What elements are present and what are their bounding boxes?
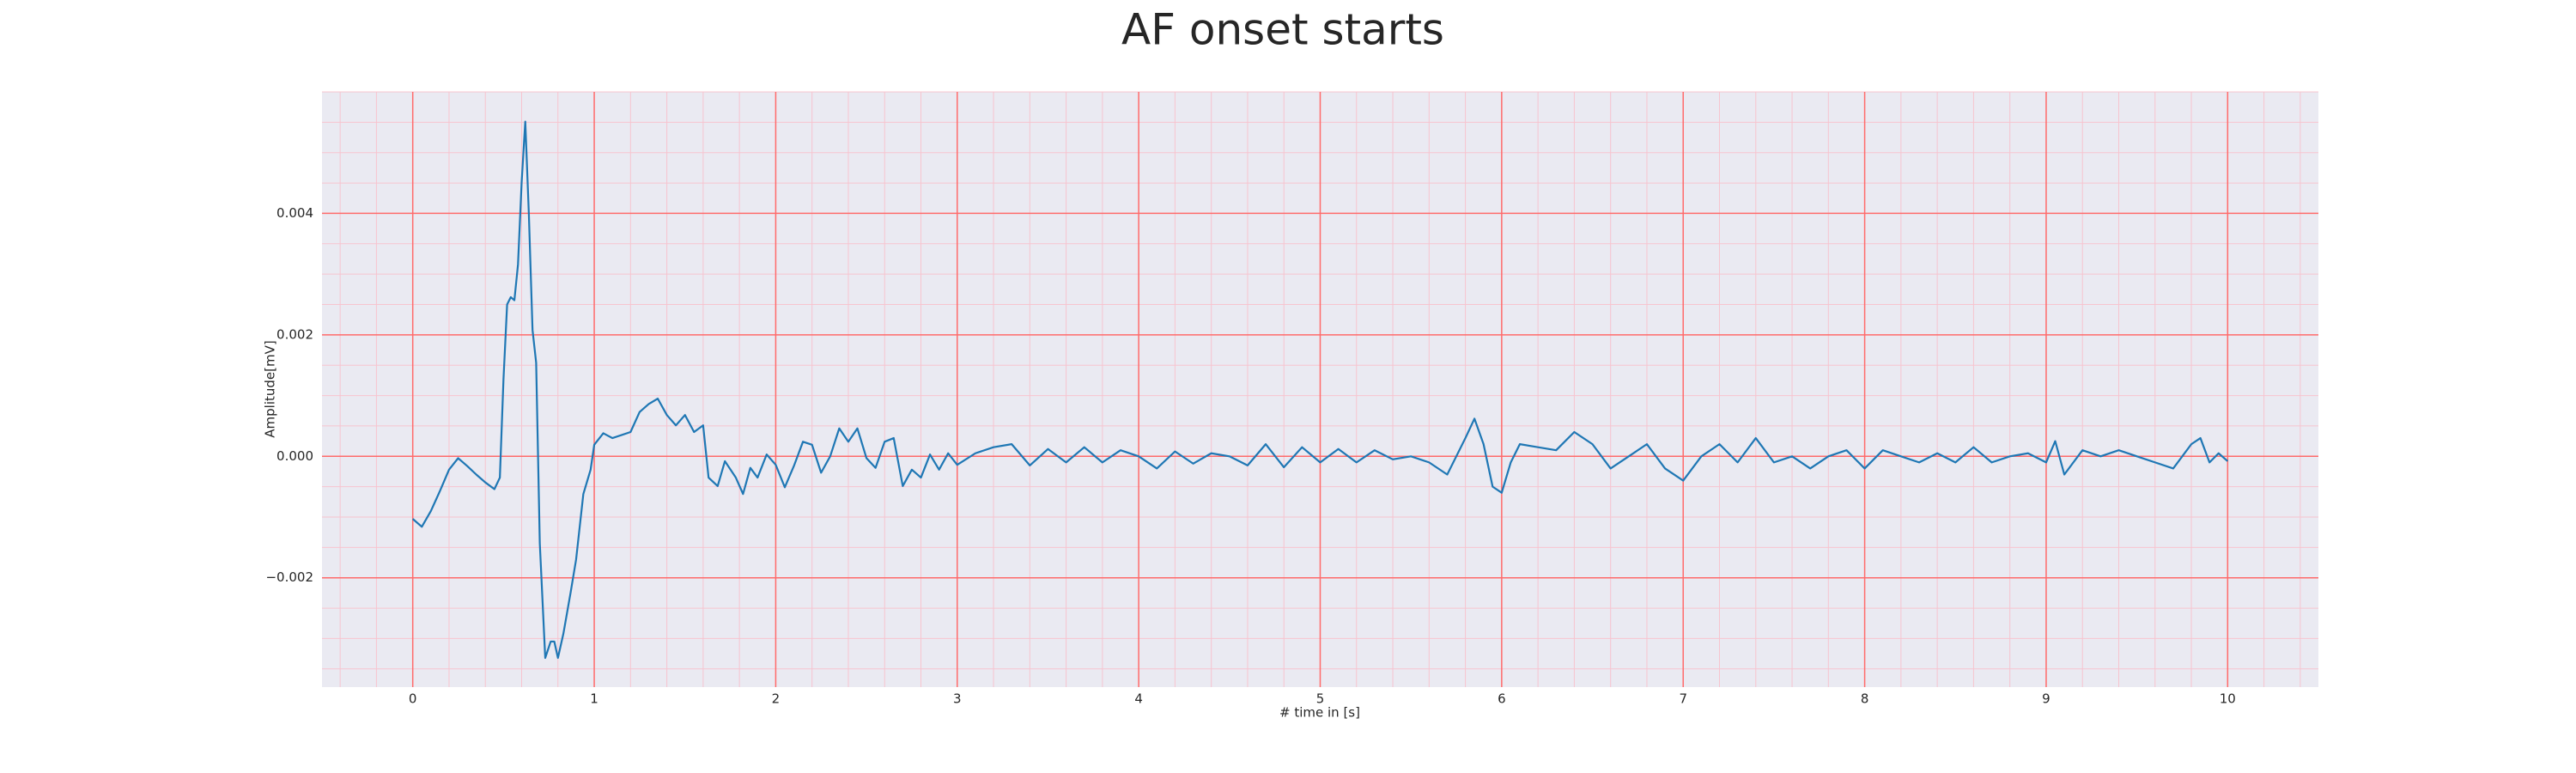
x-tick-label: 0 <box>409 691 417 707</box>
y-tick-label: 0.002 <box>276 326 313 342</box>
chart-title: AF onset starts <box>1121 5 1444 55</box>
y-tick-label: 0.000 <box>276 448 313 464</box>
y-tick-label: 0.004 <box>276 205 313 221</box>
x-tick-label: 5 <box>1316 691 1325 707</box>
data-lines <box>411 120 2229 660</box>
x-tick-label: 10 <box>2220 691 2236 707</box>
x-tick-label: 6 <box>1498 691 1506 707</box>
signal-line <box>411 120 2229 660</box>
x-tick-label: 4 <box>1134 691 1143 707</box>
x-axis-label: # time in [s] <box>1279 705 1360 721</box>
x-tick-label: 1 <box>590 691 598 707</box>
y-axis-label: Amplitude[mV] <box>263 340 278 437</box>
x-tick-label: 7 <box>1679 691 1687 707</box>
x-tick-label: 9 <box>2042 691 2050 707</box>
x-tick-label: 2 <box>772 691 781 707</box>
x-tick-label: 3 <box>953 691 962 707</box>
y-tick-label: −0.002 <box>265 569 313 585</box>
x-tick-label: 8 <box>1861 691 1869 707</box>
tick-labels: 0 1 2 3 4 5 6 7 8 9 10 −0.002 0.000 0.002 0.004 <box>265 205 2235 707</box>
